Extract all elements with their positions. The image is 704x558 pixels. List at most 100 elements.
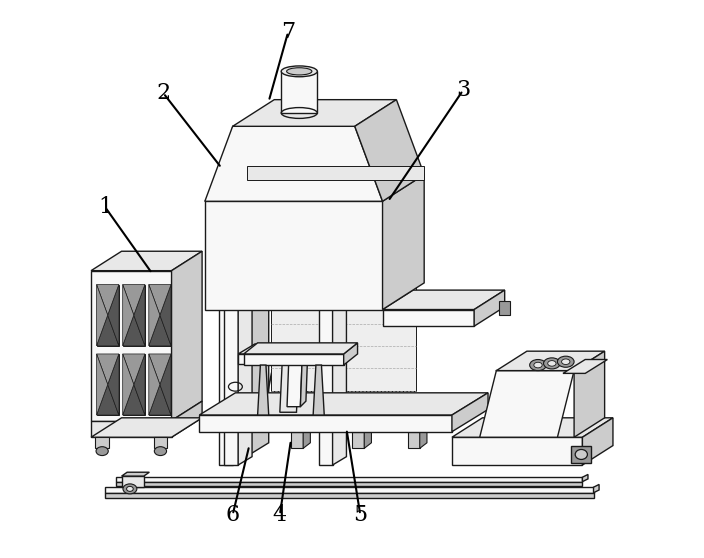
Polygon shape <box>582 418 613 465</box>
Polygon shape <box>96 285 119 345</box>
Polygon shape <box>116 477 582 482</box>
Polygon shape <box>572 446 591 463</box>
Polygon shape <box>122 285 145 345</box>
Polygon shape <box>122 472 149 476</box>
Polygon shape <box>122 354 145 415</box>
Ellipse shape <box>548 360 556 366</box>
Ellipse shape <box>154 446 167 455</box>
Polygon shape <box>91 271 172 421</box>
Polygon shape <box>244 343 358 354</box>
Polygon shape <box>105 487 593 493</box>
Text: 1: 1 <box>98 196 112 218</box>
Ellipse shape <box>543 358 560 369</box>
Polygon shape <box>134 285 145 345</box>
Polygon shape <box>96 285 108 345</box>
Polygon shape <box>122 476 144 487</box>
Ellipse shape <box>287 68 312 75</box>
Polygon shape <box>244 354 344 365</box>
Polygon shape <box>91 251 202 271</box>
Text: 3: 3 <box>456 79 470 101</box>
Polygon shape <box>452 418 613 437</box>
Polygon shape <box>238 354 335 364</box>
Ellipse shape <box>558 356 574 367</box>
Polygon shape <box>96 437 109 448</box>
Polygon shape <box>96 354 119 415</box>
Polygon shape <box>116 482 582 486</box>
Polygon shape <box>149 354 171 384</box>
Polygon shape <box>474 290 505 326</box>
Polygon shape <box>301 357 308 407</box>
Polygon shape <box>172 251 202 421</box>
Polygon shape <box>149 354 171 415</box>
Polygon shape <box>149 384 171 415</box>
Polygon shape <box>108 285 119 345</box>
Polygon shape <box>574 351 605 437</box>
Polygon shape <box>242 426 249 448</box>
Polygon shape <box>122 285 145 315</box>
Text: 5: 5 <box>353 504 367 526</box>
Polygon shape <box>258 365 269 415</box>
Polygon shape <box>149 285 171 345</box>
Polygon shape <box>355 100 425 201</box>
Polygon shape <box>238 344 352 354</box>
Polygon shape <box>96 315 119 345</box>
Polygon shape <box>452 437 582 465</box>
Polygon shape <box>230 432 242 448</box>
Polygon shape <box>408 432 420 448</box>
Polygon shape <box>122 315 145 345</box>
Polygon shape <box>122 285 134 345</box>
Ellipse shape <box>281 66 318 77</box>
Polygon shape <box>420 426 427 448</box>
Polygon shape <box>593 484 599 493</box>
Polygon shape <box>496 351 605 371</box>
Polygon shape <box>352 432 364 448</box>
Polygon shape <box>199 415 452 432</box>
Ellipse shape <box>534 362 542 368</box>
Polygon shape <box>96 285 119 315</box>
Polygon shape <box>105 493 593 498</box>
Polygon shape <box>281 71 318 113</box>
Polygon shape <box>122 354 145 384</box>
Polygon shape <box>122 384 145 415</box>
Ellipse shape <box>562 359 570 364</box>
Polygon shape <box>153 437 167 448</box>
Polygon shape <box>452 393 488 432</box>
Ellipse shape <box>529 359 546 371</box>
Text: 4: 4 <box>272 504 287 526</box>
Ellipse shape <box>96 446 108 455</box>
Polygon shape <box>149 315 171 345</box>
Polygon shape <box>232 165 269 465</box>
Text: 2: 2 <box>156 82 170 104</box>
Polygon shape <box>332 226 346 465</box>
Polygon shape <box>313 365 325 415</box>
Polygon shape <box>149 354 160 415</box>
Polygon shape <box>205 201 382 310</box>
Polygon shape <box>364 426 372 448</box>
Polygon shape <box>199 393 488 415</box>
Polygon shape <box>319 234 332 465</box>
Polygon shape <box>382 175 425 310</box>
Polygon shape <box>479 371 574 437</box>
Polygon shape <box>149 285 160 345</box>
Text: 7: 7 <box>281 21 295 43</box>
Polygon shape <box>225 199 238 465</box>
Text: 6: 6 <box>225 504 239 526</box>
Polygon shape <box>91 418 202 437</box>
Polygon shape <box>382 290 505 310</box>
Polygon shape <box>335 344 352 364</box>
Polygon shape <box>108 354 119 415</box>
Polygon shape <box>287 362 302 407</box>
Polygon shape <box>232 100 396 126</box>
Ellipse shape <box>127 487 133 492</box>
Polygon shape <box>149 285 171 315</box>
Polygon shape <box>272 285 416 391</box>
Polygon shape <box>91 421 172 437</box>
Ellipse shape <box>575 449 587 459</box>
Ellipse shape <box>123 484 137 494</box>
Polygon shape <box>96 384 119 415</box>
Polygon shape <box>344 343 358 365</box>
Polygon shape <box>160 285 171 345</box>
Polygon shape <box>96 354 119 384</box>
Polygon shape <box>563 359 608 373</box>
Polygon shape <box>96 354 108 415</box>
